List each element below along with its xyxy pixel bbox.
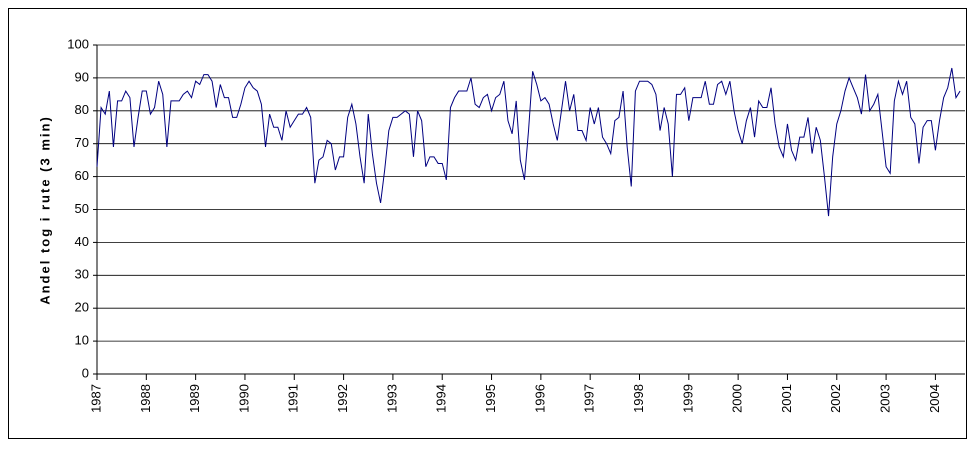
y-tick-label: 100 [67, 36, 89, 51]
x-tick-label: 1999 [680, 384, 695, 413]
y-tick-label: 60 [75, 168, 89, 183]
x-tick-label: 1990 [236, 384, 251, 413]
x-tick-label: 1991 [286, 384, 301, 413]
y-tick-label: 50 [75, 201, 89, 216]
x-tick-label: 1995 [483, 384, 498, 413]
x-tick-label: 1994 [434, 384, 449, 413]
y-tick-label: 40 [75, 234, 89, 249]
x-tick-label: 2001 [779, 384, 794, 413]
y-tick-label: 20 [75, 300, 89, 315]
x-tick-label: 1992 [335, 384, 350, 413]
y-tick-label: 70 [75, 135, 89, 150]
y-tick-label: 80 [75, 102, 89, 117]
y-tick-label: 30 [75, 267, 89, 282]
y-axis-title: Andel tog i rute (3 min) [37, 115, 52, 305]
y-tick-label: 0 [82, 365, 89, 380]
x-tick-label: 1996 [532, 384, 547, 413]
x-tick-label: 1989 [187, 384, 202, 413]
x-tick-label: 2000 [730, 384, 745, 413]
x-tick-label: 1988 [138, 384, 153, 413]
chart-border [8, 8, 967, 439]
data-line [96, 67, 961, 217]
x-tick-label: 2003 [878, 384, 893, 413]
x-tick-label: 1993 [384, 384, 399, 413]
x-tick-label: 2002 [828, 384, 843, 413]
x-tick-label: 1987 [88, 384, 103, 413]
x-tick-label: 2004 [927, 384, 942, 413]
y-tick-label: 10 [75, 333, 89, 348]
y-tick-label: 90 [75, 69, 89, 84]
x-tick-label: 1997 [582, 384, 597, 413]
x-tick-label: 1998 [631, 384, 646, 413]
